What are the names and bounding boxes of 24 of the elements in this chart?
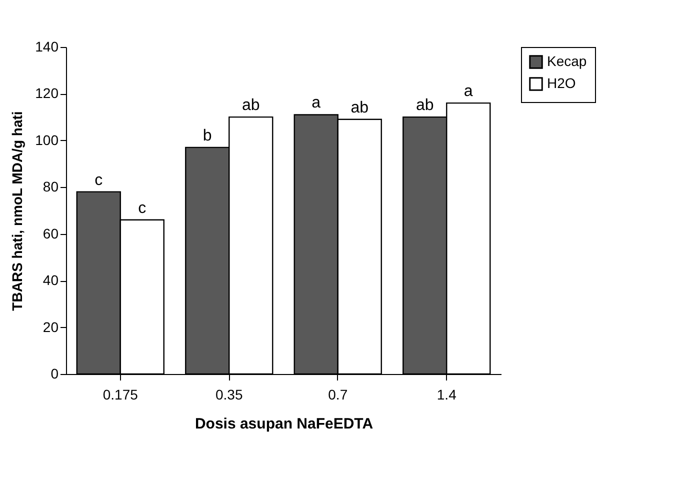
x-tick-label: 0.35 [216,386,243,402]
y-tick-label: 120 [35,85,59,102]
y-tick-label: 60 [42,225,59,242]
x-tick-label: 1.4 [436,386,457,402]
annotation: ab [242,97,260,114]
annotation: b [202,127,212,144]
legend-label: Kecap [547,53,587,69]
y-tick-label: 140 [35,38,59,54]
annotation: a [312,94,321,112]
y-tick-label: 20 [42,318,59,335]
legend-label: H2O [547,75,576,91]
y-axis-title: TBARS hati, nmoL MDA/g hati [9,111,26,311]
x-axis-title: Dosis asupan NaFeEDTA [194,416,374,432]
annotation: ab [416,97,434,114]
x-tick-label: 0.175 [102,386,138,402]
x-tick-label: 0.7 [328,386,348,402]
y-tick-label: 40 [42,272,59,288]
annotation: a [464,83,473,100]
annotation: c [138,200,146,217]
annotation: c [94,172,103,189]
annotation: ab [350,99,369,116]
y-tick-label: 100 [35,132,59,148]
y-tick-label: 80 [42,178,59,195]
y-tick-label: 0 [50,366,59,382]
